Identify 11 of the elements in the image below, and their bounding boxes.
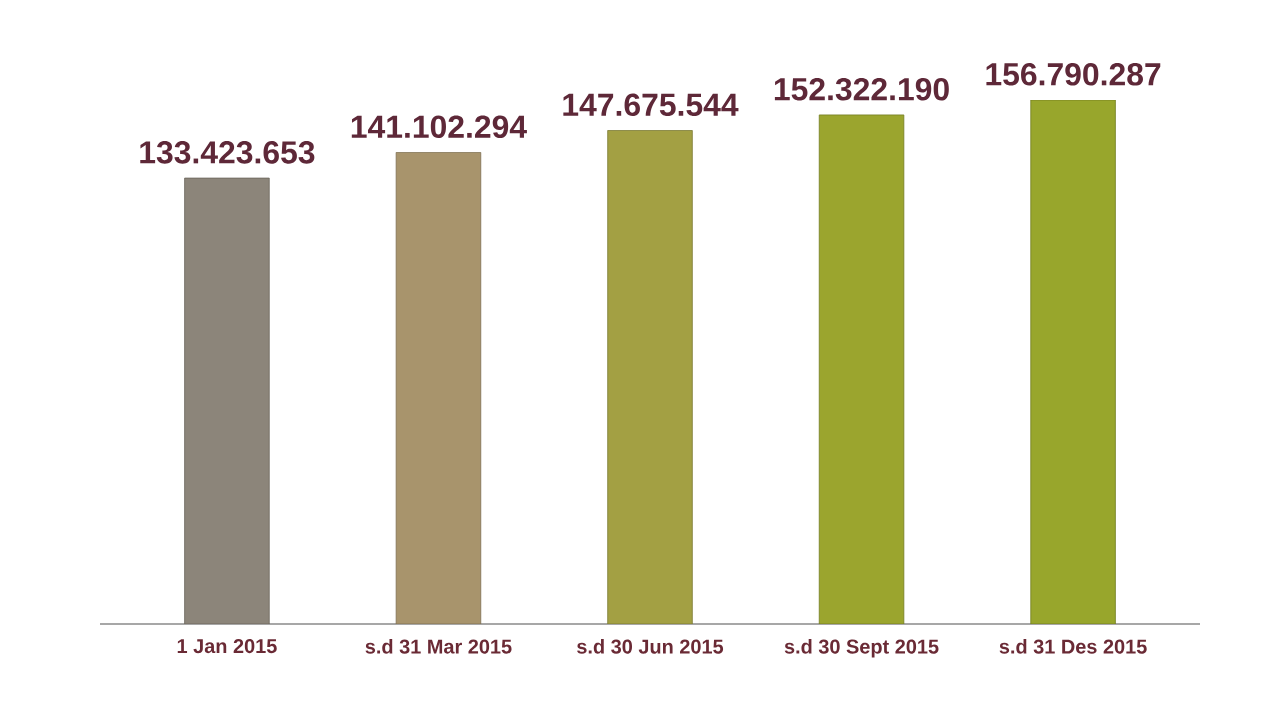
bar xyxy=(1030,99,1116,624)
x-tick-label: 1 Jan 2015 xyxy=(177,639,277,654)
x-tick-label: s.d 31 Des 2015 xyxy=(999,639,1147,654)
data-label: 147.675.544 xyxy=(563,93,739,117)
data-label: 133.423.653 xyxy=(140,141,315,164)
data-label: 141.102.294 xyxy=(351,115,527,139)
data-label: 152.322.190 xyxy=(774,77,949,101)
x-tick-label: s.d 30 Sept 2015 xyxy=(784,639,939,658)
data-label: 156.790.287 xyxy=(986,63,1161,86)
x-tick-label: s.d 31 Mar 2015 xyxy=(365,639,512,654)
x-tick-label: s.d 30 Jun 2015 xyxy=(577,639,724,654)
